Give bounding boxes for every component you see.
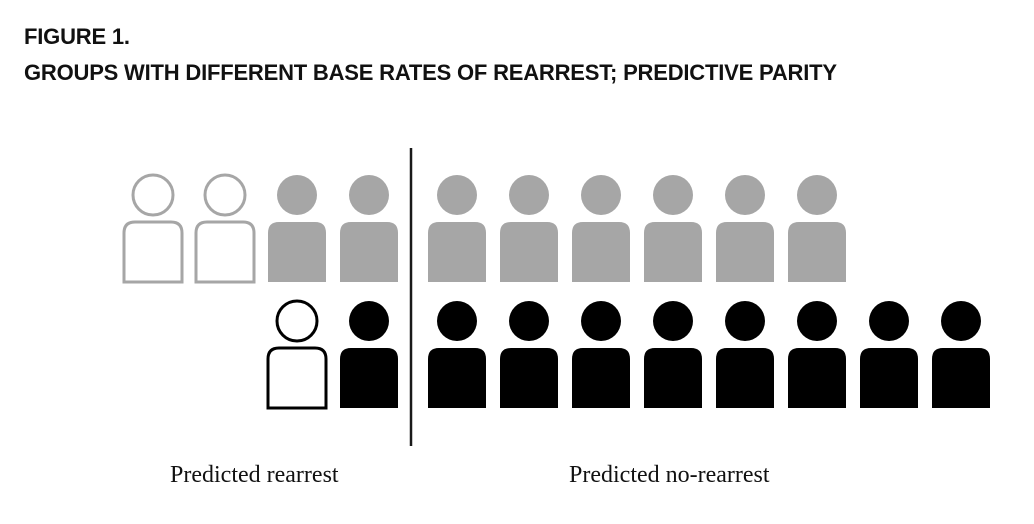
person-filled-icon [644, 175, 702, 282]
person-filled-icon [860, 301, 918, 408]
people-layer [122, 173, 990, 410]
caption-predicted-no-rearrest: Predicted no-rearrest [569, 462, 770, 488]
person-filled-icon [788, 301, 846, 408]
person-filled-icon [932, 301, 990, 408]
person-filled-icon [500, 301, 558, 408]
person-filled-icon [340, 301, 398, 408]
person-filled-icon [572, 301, 630, 408]
figure-label: FIGURE 1. [24, 24, 130, 49]
person-outline-icon [194, 173, 256, 284]
person-filled-icon [644, 301, 702, 408]
person-filled-icon [340, 175, 398, 282]
person-filled-icon [428, 175, 486, 282]
person-filled-icon [716, 175, 774, 282]
person-filled-icon [428, 301, 486, 408]
person-filled-icon [500, 175, 558, 282]
person-filled-icon [716, 301, 774, 408]
figure-title: GROUPS WITH DIFFERENT BASE RATES OF REAR… [24, 60, 837, 85]
person-filled-icon [788, 175, 846, 282]
person-outline-icon [266, 299, 328, 410]
person-outline-icon [122, 173, 184, 284]
person-filled-icon [268, 175, 326, 282]
caption-predicted-rearrest: Predicted rearrest [170, 462, 339, 488]
person-filled-icon [572, 175, 630, 282]
